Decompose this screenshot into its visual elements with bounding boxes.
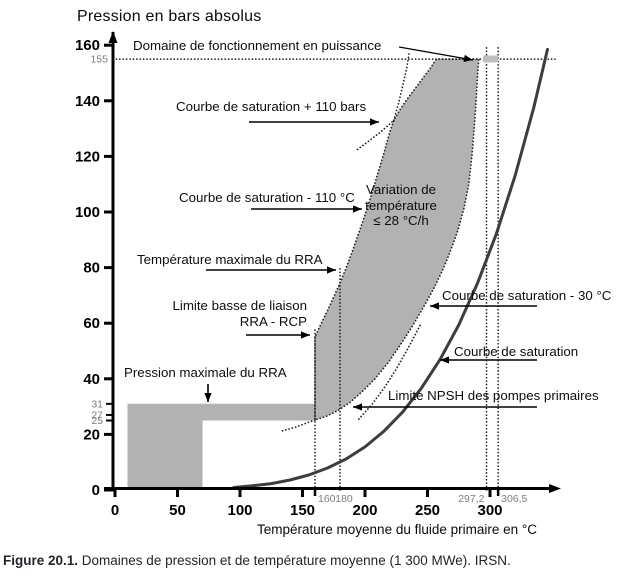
saturation-plus-110bars-extension [356,119,395,151]
saturation-moins-110C-extension [392,49,411,122]
label-courbe-saturation-moins-30-c: Courbe de saturation - 30 °C [442,288,612,303]
svg-text:80: 80 [83,260,100,277]
svg-text:140: 140 [75,93,100,110]
tab-fonctionnement-puissance [483,55,499,63]
svg-text:160: 160 [75,37,100,54]
svg-text:31: 31 [91,398,103,410]
y-axis-title: Pression en bars absolus [77,8,262,25]
svg-text:0: 0 [111,502,119,519]
svg-text:160: 160 [318,493,336,505]
zone-pression-max-rra [127,403,315,490]
svg-text:200: 200 [352,502,377,519]
svg-text:297,2: 297,2 [458,493,484,505]
figure-caption-number: Figure 20.1. [3,553,79,568]
figure-caption: Figure 20.1. Domaines de pression et de … [3,553,623,568]
svg-text:250: 250 [415,502,440,519]
svg-text:25: 25 [91,415,103,427]
x-axis-title: Température moyenne du fluide primaire e… [257,522,538,537]
label-courbe-saturation-moins-110-c: Courbe de saturation - 110 °C [179,190,355,205]
arrow-dom-puissance [398,46,474,61]
svg-text:60: 60 [83,315,100,332]
domaine-exploitation [314,58,480,422]
svg-text:155: 155 [90,54,108,66]
svg-text:40: 40 [83,371,100,388]
label-variation-temperature: Variation de température ≤ 28 °C/h [365,182,437,228]
figure-caption-text: Domaines de pression et de température m… [78,553,511,568]
svg-text:100: 100 [227,502,252,519]
saturation-moins-30C-extension [357,322,423,420]
label-pression-maximale-rra: Pression maximale du RRA [124,365,287,380]
label-courbe-saturation: Courbe de saturation [454,344,579,359]
svg-text:20: 20 [83,426,100,443]
courbe-de-saturation [232,47,549,489]
label-temperature-maximale-rra: Température maximale du RRA [137,252,323,267]
svg-text:50: 50 [169,502,186,519]
svg-text:180: 180 [335,493,353,505]
svg-text:0: 0 [92,482,100,499]
svg-text:27: 27 [91,409,103,421]
svg-text:306,5: 306,5 [501,493,527,505]
label-courbe-saturation-plus-110-bars: Courbe de saturation + 110 bars [176,99,367,114]
svg-text:120: 120 [75,148,100,165]
label-limite-basse-liaison-rra-rcp: Limite basse de liaison RRA - RCP [172,298,307,329]
label-limite-npsh-pompes: Limite NPSH des pompes primaires [388,388,599,403]
label-domaine-fonctionnement-puissance: Domaine de fonctionnement en puissance [133,38,382,53]
svg-text:300: 300 [477,502,502,519]
svg-text:150: 150 [290,502,315,519]
limite-npsh-extension [281,419,316,432]
svg-text:100: 100 [75,204,100,221]
